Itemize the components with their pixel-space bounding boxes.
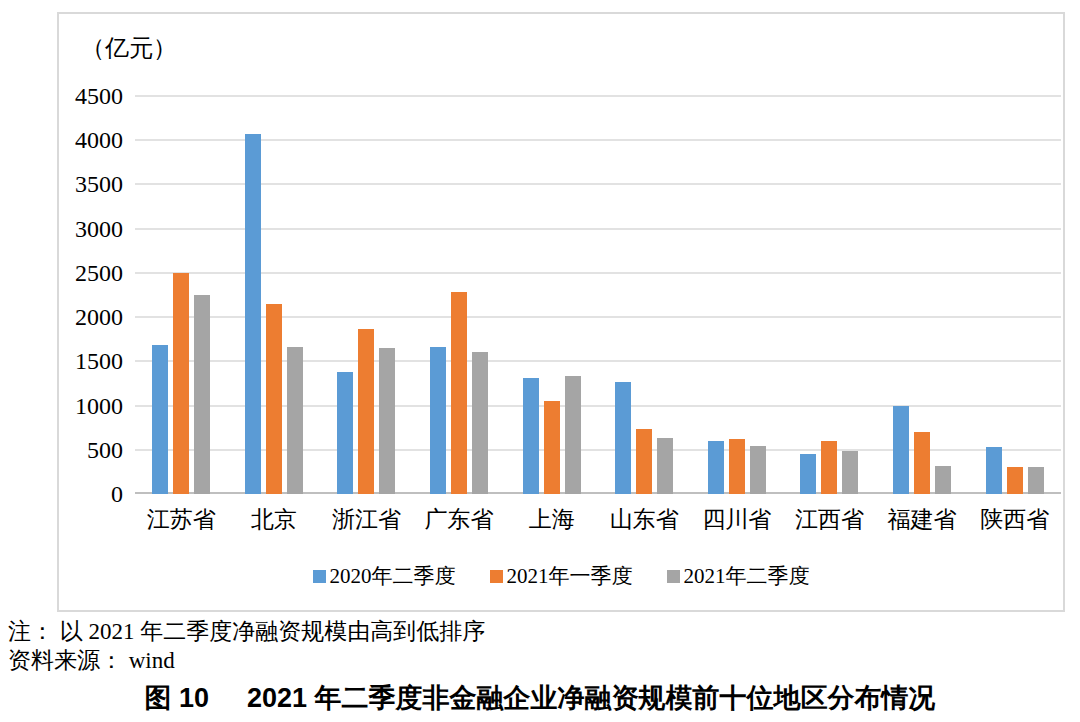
bar-group-广东省 <box>413 96 506 494</box>
x-tick-label-广东省: 广东省 <box>413 504 506 535</box>
y-tick-label: 1500 <box>75 349 123 373</box>
bar-2021年一季度-福建省 <box>914 432 930 494</box>
chart-legend: 2020年二季度 2021年一季度 2021年二季度 <box>59 562 1063 590</box>
legend-swatch-icon <box>490 570 503 583</box>
figure-caption: 图 10 2021 年二季度非金融企业净融资规模前十位地区分布情况 <box>0 680 1080 716</box>
bar-2021年一季度-江苏省 <box>173 273 189 494</box>
legend-item-2020年二季度: 2020年二季度 <box>313 562 456 590</box>
bar-2021年一季度-北京 <box>266 304 282 494</box>
bar-2021年一季度-陕西省 <box>1007 467 1023 494</box>
legend-label: 2020年二季度 <box>330 562 456 590</box>
bar-group-上海 <box>505 96 598 494</box>
legend-item-2021年一季度: 2021年一季度 <box>490 562 633 590</box>
bar-2021年一季度-浙江省 <box>358 329 374 494</box>
bar-2020年二季度-北京 <box>245 134 261 494</box>
bar-group-陕西省 <box>968 96 1061 494</box>
x-tick-label-福建省: 福建省 <box>876 504 969 535</box>
legend-swatch-icon <box>313 570 326 583</box>
x-tick-label-四川省: 四川省 <box>691 504 784 535</box>
legend-item-2021年二季度: 2021年二季度 <box>667 562 810 590</box>
bar-2021年二季度-四川省 <box>750 446 766 494</box>
source-line: 资料来源： wind <box>8 646 485 675</box>
bar-2021年二季度-广东省 <box>472 352 488 494</box>
bar-2021年二季度-浙江省 <box>379 348 395 494</box>
x-tick-label-江西省: 江西省 <box>783 504 876 535</box>
bar-2021年一季度-广东省 <box>451 292 467 494</box>
bar-2021年一季度-江西省 <box>821 441 837 494</box>
bar-2021年一季度-山东省 <box>636 429 652 494</box>
x-tick-label-山东省: 山东省 <box>598 504 691 535</box>
bar-2020年二季度-四川省 <box>708 441 724 494</box>
bar-2020年二季度-福建省 <box>893 406 909 494</box>
bar-2020年二季度-浙江省 <box>337 372 353 494</box>
legend-swatch-icon <box>667 570 680 583</box>
y-tick-label: 3000 <box>75 217 123 241</box>
bar-2021年二季度-山东省 <box>657 438 673 494</box>
bar-2020年二季度-江苏省 <box>152 345 168 494</box>
bar-group-北京 <box>228 96 321 494</box>
bar-2020年二季度-江西省 <box>800 454 816 494</box>
bar-2021年二季度-江西省 <box>842 451 858 494</box>
bar-2020年二季度-广东省 <box>430 347 446 494</box>
bar-group-山东省 <box>598 96 691 494</box>
x-tick-label-江苏省: 江苏省 <box>135 504 228 535</box>
y-axis-unit-label: （亿元） <box>81 32 177 64</box>
legend-label: 2021年一季度 <box>507 562 633 590</box>
bar-2021年二季度-福建省 <box>935 466 951 494</box>
y-tick-label: 1000 <box>75 394 123 418</box>
legend-label: 2021年二季度 <box>684 562 810 590</box>
figure-notes: 注： 以 2021 年二季度净融资规模由高到低排序 资料来源： wind <box>8 617 485 675</box>
bar-group-福建省 <box>876 96 969 494</box>
x-tick-label-上海: 上海 <box>505 504 598 535</box>
bar-group-江苏省 <box>135 96 228 494</box>
figure-caption-text: 2021 年二季度非金融企业净融资规模前十位地区分布情况 <box>247 683 936 713</box>
y-axis-tick-labels: 050010001500200025003000350040004500 <box>43 96 123 494</box>
bar-2021年一季度-四川省 <box>729 439 745 494</box>
y-tick-label: 2500 <box>75 261 123 285</box>
figure-number: 图 10 <box>144 683 209 713</box>
note-line: 注： 以 2021 年二季度净融资规模由高到低排序 <box>8 617 485 646</box>
bar-group-江西省 <box>783 96 876 494</box>
y-tick-label: 0 <box>111 482 123 506</box>
x-tick-label-北京: 北京 <box>228 504 321 535</box>
bar-2021年一季度-上海 <box>544 401 560 494</box>
y-tick-label: 2000 <box>75 305 123 329</box>
bar-2020年二季度-山东省 <box>615 382 631 494</box>
bar-group-四川省 <box>691 96 784 494</box>
x-axis-tick-labels: 江苏省北京浙江省广东省上海山东省四川省江西省福建省陕西省 <box>135 504 1061 535</box>
bar-2021年二季度-江苏省 <box>194 295 210 494</box>
bar-groups <box>135 96 1061 494</box>
y-tick-label: 4500 <box>75 84 123 108</box>
x-tick-label-陕西省: 陕西省 <box>968 504 1061 535</box>
bar-group-浙江省 <box>320 96 413 494</box>
bar-2021年二季度-上海 <box>565 376 581 494</box>
y-tick-label: 3500 <box>75 172 123 196</box>
x-tick-label-浙江省: 浙江省 <box>320 504 413 535</box>
y-tick-label: 4000 <box>75 128 123 152</box>
bar-2021年二季度-北京 <box>287 347 303 494</box>
plot-area: 050010001500200025003000350040004500 <box>135 96 1061 494</box>
figure-page: （亿元） 05001000150020002500300035004000450… <box>0 0 1080 722</box>
bar-2020年二季度-陕西省 <box>986 447 1002 494</box>
chart-area: （亿元） 05001000150020002500300035004000450… <box>57 12 1065 612</box>
y-tick-label: 500 <box>87 438 123 462</box>
bar-2021年二季度-陕西省 <box>1028 467 1044 494</box>
bar-2020年二季度-上海 <box>523 378 539 494</box>
